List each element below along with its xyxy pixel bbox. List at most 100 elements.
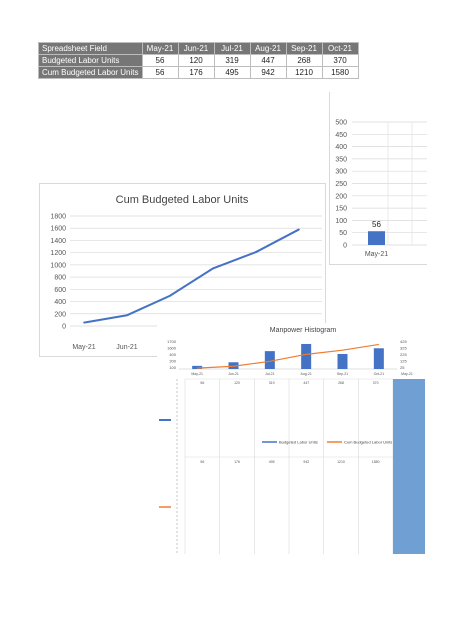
right-y-tick-label: 25 [400,365,405,370]
right-y-tick-label: 225 [400,352,407,357]
month-header-cell[interactable]: Jun-21 [177,42,215,55]
row-label-cell[interactable]: Cum Budgeted Labor Units [38,66,143,79]
y-tick-label: 450 [335,132,347,139]
row-label-cell[interactable]: Budgeted Labor Units [38,54,143,67]
right-y-tick-label: 425 [400,339,407,344]
value-cell[interactable]: 56 [141,54,179,67]
y-tick-label: 150 [335,206,347,213]
x-tick-label: May-21 [72,344,95,351]
month-header-cell[interactable]: May-21 [141,42,179,55]
header-row: Spreadsheet Field May-21 Jun-21 Jul-21 A… [38,42,359,55]
left-y-tick-label: 1600 [167,346,177,351]
x-tick-label: Jun-21 [228,372,239,376]
y-tick-label: 1600 [50,226,66,233]
highlighted-column [393,379,425,554]
left-y-tick-label: 200 [169,359,176,364]
y-tick-label: 400 [54,299,66,306]
y-tick-label: 350 [335,156,347,163]
table-cell-value: 56 [200,381,204,385]
left-y-tick-label: 100 [169,365,176,370]
y-tick-label: 250 [335,181,347,188]
y-tick-label: 1000 [50,262,66,269]
value-cell[interactable]: 56 [141,66,179,79]
y-tick-label: 100 [335,218,347,225]
table-cell-value: 56 [200,460,204,464]
table-cell-value: 447 [303,381,309,385]
month-header-cell[interactable]: Sep-21 [285,42,323,55]
y-tick-label: 500 [335,120,347,127]
mini-bar-chart[interactable]: 0 50 100 150 200 250 300 350 400 450 500 56 May-21 [329,92,427,265]
y-tick-label: 1400 [50,238,66,245]
x-tick-label: May-21 [401,372,413,376]
spreadsheet-table: Spreadsheet Field May-21 Jun-21 Jul-21 A… [38,42,359,79]
right-y-tick-label: 325 [400,346,407,351]
data-point [212,267,214,270]
month-header-cell[interactable]: Aug-21 [249,42,287,55]
histogram-bar [264,351,275,369]
table-row: Budgeted Labor Units 56 120 319 447 268 … [38,54,359,67]
value-cell[interactable]: 447 [249,54,287,67]
table-cell-value: 268 [338,381,344,385]
table-cell-value: 1580 [372,460,380,464]
table-row: Cum Budgeted Labor Units 56 176 495 942 … [38,66,359,79]
value-cell[interactable]: 370 [321,54,359,67]
table-cell-value: 176 [234,460,240,464]
table-cell-value: 1210 [337,460,345,464]
x-tick-label: Oct-21 [374,372,385,376]
y-tick-label: 200 [54,311,66,318]
cumulative-line-chart-svg: Cum Budgeted Labor Units 0 200 400 600 800 10… [50,194,322,351]
chart-title: Manpower Histogram [270,327,337,334]
month-header-cell[interactable]: Jul-21 [213,42,251,55]
header-field-cell[interactable]: Spreadsheet Field [38,42,143,55]
table-cell-value: 495 [269,460,275,464]
x-tick-label: May-21 [365,251,388,258]
value-cell[interactable]: 942 [249,66,287,79]
value-cell[interactable]: 1580 [321,66,359,79]
chart-title: Cum Budgeted Labor Units [116,194,249,206]
table-cell-value: 942 [303,460,309,464]
y-tick-label: 1800 [50,214,66,221]
y-tick-label: 0 [343,243,347,250]
left-y-tick-label: 400 [169,352,176,357]
x-tick-label: May-21 [191,372,203,376]
histogram-bar [192,365,203,369]
bar [368,231,385,245]
y-tick-label: 600 [54,287,66,294]
histogram-bar [373,348,384,369]
y-tick-label: 50 [339,230,347,237]
manpower-histogram-chart[interactable]: Manpower Histogram 1700 1600 400 200 100 425 3… [157,323,425,556]
data-point [169,294,171,297]
cumulative-line [197,343,379,369]
data-point [126,314,128,317]
value-cell[interactable]: 176 [177,66,215,79]
table-cell-value: 319 [269,381,275,385]
legend-label: Cum Budgeted Labor Units [344,440,392,445]
value-cell[interactable]: 120 [177,54,215,67]
mini-bar-chart-svg: 0 50 100 150 200 250 300 350 400 450 500 56 May-21 [335,120,427,258]
value-cell[interactable]: 268 [285,54,323,67]
legend-label: Budgeted Labor Units [279,440,318,445]
bar-data-label: 56 [372,220,381,229]
value-cell[interactable]: 319 [213,54,251,67]
x-tick-label: Jun-21 [116,344,138,351]
x-tick-label: Aug-21 [301,372,312,376]
y-tick-label: 300 [335,169,347,176]
value-cell[interactable]: 495 [213,66,251,79]
left-y-tick-label: 1700 [167,339,177,344]
y-tick-label: 200 [335,193,347,200]
right-y-tick-label: 125 [400,359,407,364]
data-point [255,251,257,253]
x-tick-label: Sep-21 [337,372,348,376]
table-cell-value: 370 [373,381,379,385]
y-tick-label: 800 [54,275,66,282]
value-cell[interactable]: 1210 [285,66,323,79]
histogram-bar [301,343,312,369]
table-cell-value: 120 [234,381,240,385]
data-point [298,228,300,231]
cumulative-series-line [83,228,300,324]
data-point [83,321,85,324]
y-tick-label: 0 [62,324,66,331]
month-header-cell[interactable]: Oct-21 [321,42,359,55]
y-tick-label: 1200 [50,250,66,257]
